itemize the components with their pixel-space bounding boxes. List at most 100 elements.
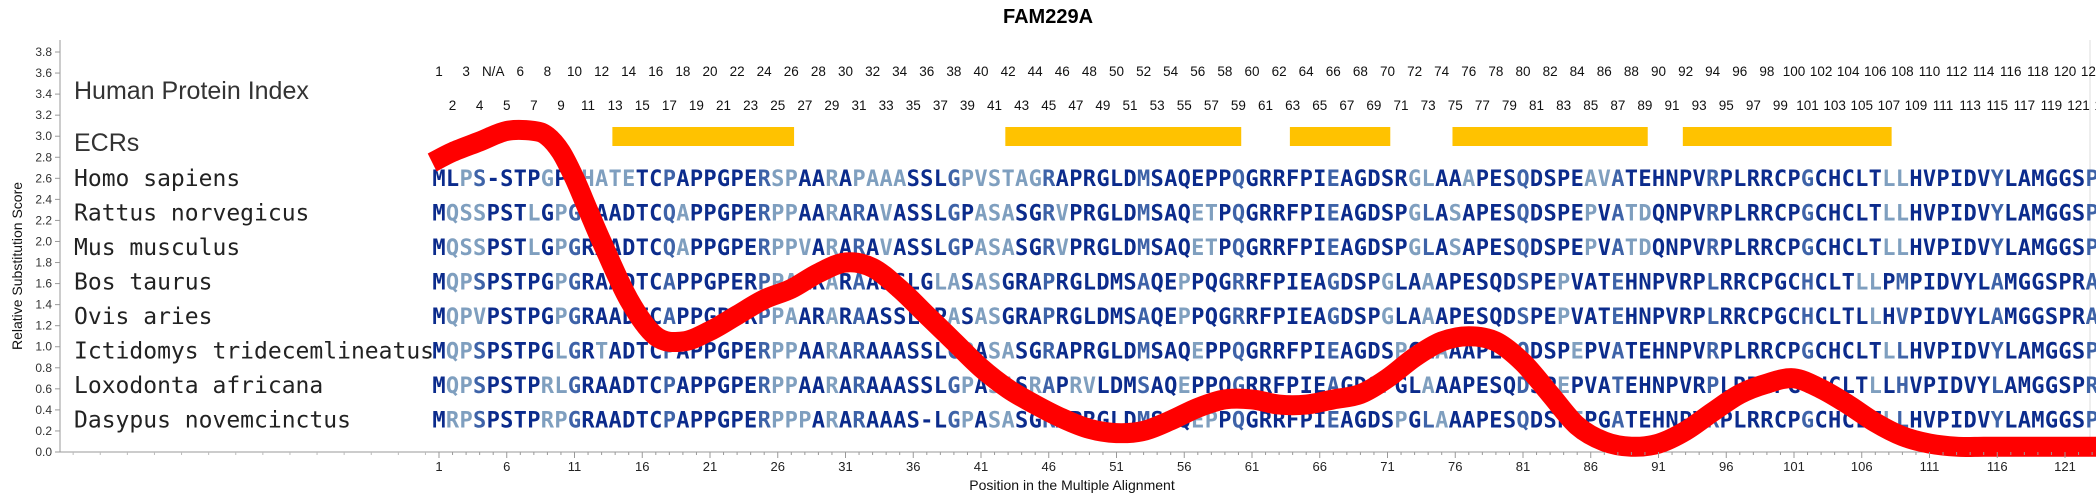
residue: R [1232,271,1246,296]
residue: A [1164,340,1177,365]
ecr-bars [612,127,1892,146]
residue: A [1137,271,1150,296]
residue: P [1178,305,1191,330]
human-index-label-bottom: 43 [1014,98,1029,113]
human-index-label-top: 118 [2027,64,2049,79]
residue: Q [1205,305,1218,330]
residue: S [1015,409,1028,434]
residue: C [1747,271,1760,296]
residue: L [1855,271,1868,296]
human-index-label-top: 56 [1190,64,1205,79]
residue: P [527,271,540,296]
residue: Y [1991,409,2005,434]
residue: P [690,271,703,296]
residue: R [1760,236,1774,261]
human-index-label-bottom: 39 [960,98,975,113]
residue: P [1923,374,1936,399]
residue: P [1909,305,1922,330]
residue: I [1923,271,1936,296]
residue: G [1774,305,1787,330]
residue: A [1584,167,1597,192]
residue: A [2018,409,2031,434]
residue: A [947,305,960,330]
residue: A [1001,236,1014,261]
residue: S [1543,167,1556,192]
residue: M [2004,305,2017,330]
residue: L [1882,340,1895,365]
residue: A [974,236,987,261]
residue: L [1422,202,1435,227]
residue: G [1001,271,1014,296]
residue: G [1029,202,1042,227]
residue: P [2058,271,2071,296]
human-index-label-bottom: 49 [1095,98,1110,113]
residue: A [1001,340,1014,365]
residue: Y [1977,374,1991,399]
residue: P [1178,271,1191,296]
human-index-label-bottom: 45 [1041,98,1056,113]
human-index-label-bottom: 17 [662,98,677,113]
residue: P [1476,202,1489,227]
residue: D [622,374,635,399]
residue: P [703,202,716,227]
residue: A [676,167,689,192]
residue: R [1760,202,1774,227]
residue: S [1123,305,1136,330]
residue: P [690,167,703,192]
residue: A [1313,305,1326,330]
residue: R [1245,271,1259,296]
residue: P [1679,236,1692,261]
residue: P [554,305,567,330]
residue: R [839,305,853,330]
residue: R [1394,167,1408,192]
residue: G [1354,202,1367,227]
residue: E [744,409,757,434]
residue: S [473,409,486,434]
residue: D [1638,236,1651,261]
human-index-label-top: 80 [1515,64,1530,79]
residue: S [1381,202,1394,227]
residue: Y [1964,271,1978,296]
residue: T [636,409,649,434]
residue: H [1801,271,1814,296]
residue: G [1801,236,1814,261]
residue: G [1245,340,1258,365]
residue: P [1936,167,1949,192]
residue: S [500,271,513,296]
residue: P [785,236,798,261]
residue: A [2018,202,2031,227]
residue: H [1625,305,1638,330]
residue: V [1571,305,1584,330]
residue: T [1625,236,1638,261]
residue: P [771,409,784,434]
y-axis-ticks: 0.0 0.2 0.4 0.6 0.8 1.0 1.2 1.4 1.6 1.8 2.0 2.2 2.4 2… [35,45,60,459]
residue: C [1787,271,1800,296]
residue: E [1625,374,1638,399]
human-index-label-top: 116 [2000,64,2022,79]
residue: P [487,409,500,434]
residue: - [920,409,933,434]
y-tick-label: 0.4 [35,403,52,417]
residue: T [1205,236,1218,261]
residue: G [1408,409,1421,434]
residue: Q [1489,271,1502,296]
residue: G [1069,271,1082,296]
residue: S [1489,374,1502,399]
residue: A [866,305,879,330]
residue: I [1313,202,1326,227]
human-index-label-top: 30 [838,64,853,79]
residue: S [1543,236,1556,261]
residue: D [1340,271,1353,296]
residue: T [514,202,527,227]
residue: - [487,167,500,192]
residue: P [1394,236,1407,261]
human-index-label-top: 58 [1217,64,1232,79]
residue: R [852,340,866,365]
residue: G [717,202,730,227]
human-index-label-bottom: 9 [557,98,565,113]
human-index-label-top: 108 [1891,64,1914,79]
human-index-label-bottom: 47 [1068,98,1083,113]
residue: S [920,167,933,192]
human-index-label-top: 64 [1299,64,1315,79]
human-index-label-bottom: 35 [906,98,921,113]
